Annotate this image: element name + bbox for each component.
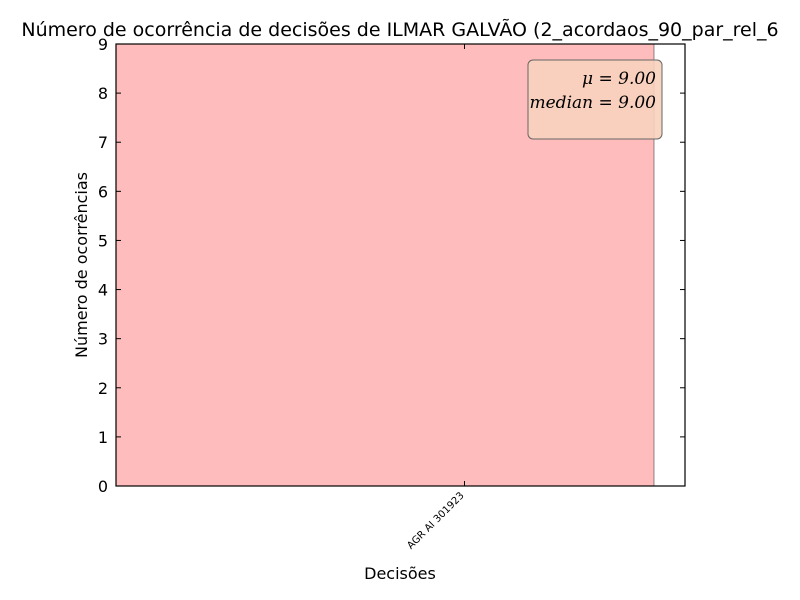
y-tick-label: 5 [98,231,108,250]
y-axis-label: Número de ocorrências [72,172,91,358]
y-tick-label: 4 [98,281,108,300]
y-tick-label: 2 [98,379,108,398]
axes-frame [115,43,686,487]
y-tick-label: 0 [98,477,108,496]
stats-box: μ = 9.00 median = 9.00 [527,59,663,140]
y-tick-label: 7 [98,133,108,152]
y-tick-label: 9 [98,35,108,54]
stats-mean: μ = 9.00 [582,69,656,89]
x-tick-label: AGR AI 301923 [405,490,466,551]
y-tick-label: 8 [98,84,108,103]
x-axis-label: Decisões [364,564,436,583]
chart-title: Número de ocorrência de decisões de ILMA… [21,18,778,41]
stats-box-background [527,59,663,140]
stats-median: median = 9.00 [530,93,657,113]
y-tick-label: 1 [98,428,108,447]
y-tick-label: 6 [98,182,108,201]
y-tick-label: 3 [98,330,108,349]
